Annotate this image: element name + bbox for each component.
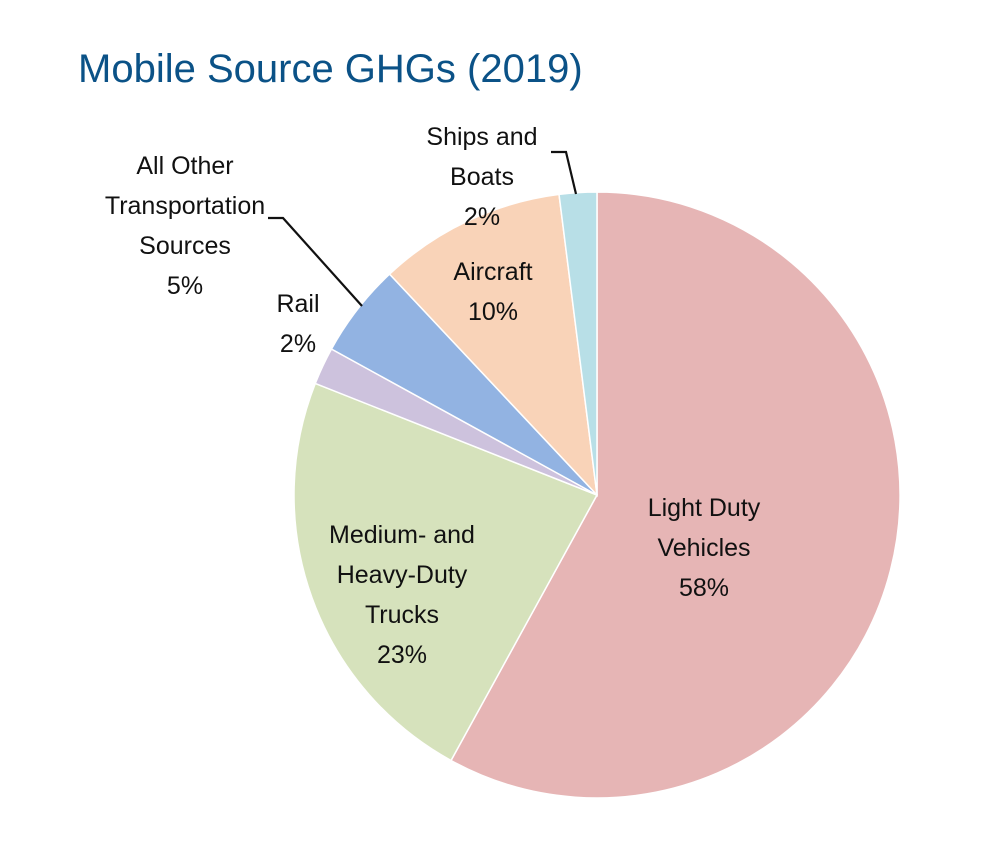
leader-line-ships-and-boats xyxy=(551,150,578,195)
slice-label-rail: Rail 2% xyxy=(276,290,319,358)
slice-percent-all-other-transportation-sources: 5% xyxy=(167,272,203,300)
leader-line-all-other-transportation-sources xyxy=(268,216,363,307)
slice-name-line-ships-and-boats: Ships and xyxy=(426,123,537,151)
slice-label-medium-heavy-duty-trucks: Medium- and Heavy-Duty Trucks 23% xyxy=(329,521,475,669)
slice-name-line-rail: Rail xyxy=(276,290,319,318)
slice-name-line-medium-heavy-duty-trucks: Trucks xyxy=(365,601,439,629)
slice-name-line-aircraft: Aircraft xyxy=(453,258,532,286)
slice-percent-light-duty-vehicles: 58% xyxy=(679,574,729,602)
slice-name-line-light-duty-vehicles: Light Duty xyxy=(648,494,761,522)
slice-percent-rail: 2% xyxy=(280,330,316,358)
slice-labels: Light Duty Vehicles 58% Medium- and Heavy-Du… xyxy=(105,123,761,669)
slice-name-line-medium-heavy-duty-trucks: Heavy-Duty xyxy=(337,561,468,589)
slice-name-line-all-other-transportation-sources: Transportation xyxy=(105,192,265,220)
slice-name-line-ships-and-boats: Boats xyxy=(450,163,514,191)
chart-title: Mobile Source GHGs (2019) xyxy=(78,47,583,91)
pie-slice-medium-heavy-duty-trucks xyxy=(293,382,599,762)
slice-name-line-light-duty-vehicles: Vehicles xyxy=(657,534,750,562)
slice-label-all-other-transportation-sources: All Other Transportation Sources 5% xyxy=(105,152,265,300)
slice-name-line-all-other-transportation-sources: All Other xyxy=(136,152,233,180)
slice-percent-medium-heavy-duty-trucks: 23% xyxy=(377,641,427,669)
slice-label-aircraft: Aircraft 10% xyxy=(453,258,532,326)
pie-slice-light-duty-vehicles xyxy=(450,191,901,799)
slice-name-line-medium-heavy-duty-trucks: Medium- and xyxy=(329,521,475,549)
pie-slice-ships-and-boats xyxy=(558,191,598,496)
slice-name-line-all-other-transportation-sources: Sources xyxy=(139,232,231,260)
slice-percent-aircraft: 10% xyxy=(468,298,518,326)
pie-slices xyxy=(293,191,901,799)
slice-percent-ships-and-boats: 2% xyxy=(464,203,500,231)
slice-label-light-duty-vehicles: Light Duty Vehicles 58% xyxy=(648,494,761,602)
slice-label-ships-and-boats: Ships and Boats 2% xyxy=(426,123,537,231)
pie-slice-aircraft xyxy=(388,193,599,498)
leader-lines xyxy=(268,150,578,307)
